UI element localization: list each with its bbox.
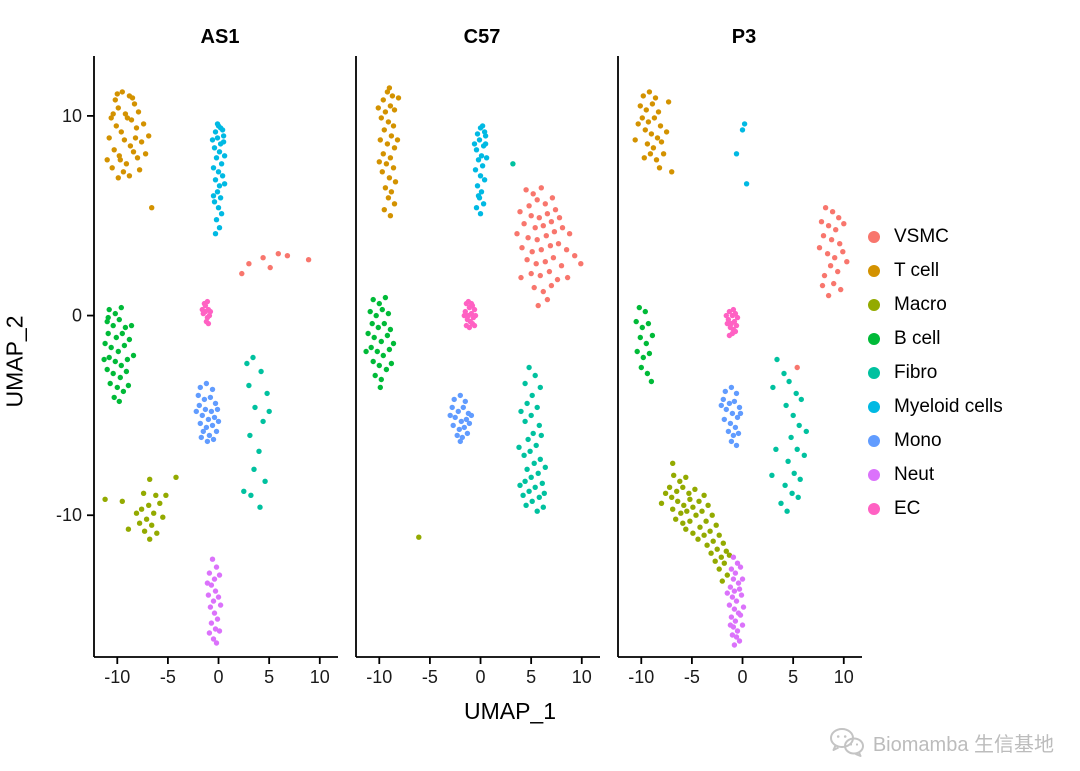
legend-dot: [868, 367, 880, 379]
legend-item-fibro: Fibro: [868, 362, 1003, 384]
series-fibro: [510, 161, 548, 514]
x-tick-label: 5: [788, 667, 798, 687]
legend: VSMC T cell Macro B cell Fibro Myeloid cells M…: [868, 226, 1003, 532]
series-ec: [723, 306, 741, 339]
series-b-cell: [363, 294, 397, 391]
facet-AS1: AS1 -10 -5 0 5 10 10 0 -10: [34, 22, 346, 691]
legend-dot: [868, 435, 880, 447]
y-tick-label: 0: [72, 306, 82, 326]
series-vsmc: [514, 185, 584, 309]
series-neut: [724, 554, 747, 648]
series-myeloid-cells: [209, 121, 228, 237]
y-axis-label: UMAP_2: [1, 314, 28, 408]
series-macro: [102, 474, 179, 542]
facet-title-C57: C57: [463, 26, 501, 48]
legend-item-vsmc: VSMC: [868, 226, 1003, 248]
facet-plot-C57: -10 -5 0 5 10: [355, 56, 600, 687]
watermark: Biomamba 生信基地: [829, 727, 1054, 757]
legend-dot: [868, 333, 880, 345]
legend-dot: [868, 231, 880, 243]
series-myeloid-cells: [733, 121, 750, 187]
legend-label: Macro: [894, 294, 947, 315]
y-axis-label-wrap: UMAP_2: [0, 56, 30, 666]
series-macro: [658, 460, 733, 584]
facet-plot-AS1: -10 -5 0 5 10 10 0 -10: [56, 56, 338, 687]
series-t-cell: [104, 89, 155, 211]
legend-label: Myeloid cells: [894, 396, 1003, 417]
legend-label: B cell: [894, 328, 941, 349]
panels-row: AS1 -10 -5 0 5 10 10 0 -10 C57 -10 -5 0 5 10 P3 -10 -5 0 5 1…: [34, 22, 870, 691]
facet-title-P3: P3: [731, 26, 757, 48]
series-macro: [416, 534, 422, 540]
x-tick-label: 5: [526, 667, 536, 687]
series-vsmc: [239, 251, 312, 277]
series-myeloid-cells: [471, 123, 490, 217]
legend-dot: [868, 503, 880, 515]
legend-label: EC: [894, 498, 921, 519]
series-mono: [718, 384, 744, 449]
legend-label: Fibro: [894, 362, 938, 383]
x-tick-label: 5: [264, 667, 274, 687]
series-t-cell: [632, 89, 675, 175]
legend-item-macro: Macro: [868, 294, 1003, 316]
series-mono: [447, 392, 475, 445]
x-tick-label: -10: [628, 667, 654, 687]
x-tick-label: 0: [738, 667, 748, 687]
series-ec: [461, 298, 479, 331]
legend-label: Neut: [894, 464, 935, 485]
legend-item-b-cell: B cell: [868, 328, 1003, 350]
legend-dot: [868, 469, 880, 481]
facet-C57: C57 -10 -5 0 5 10: [346, 22, 608, 691]
x-tick-label: -5: [422, 667, 438, 687]
series-fibro: [241, 354, 272, 510]
series-b-cell: [633, 304, 656, 385]
series-b-cell: [101, 304, 137, 405]
series-neut: [204, 556, 224, 646]
y-tick-label: 10: [62, 106, 82, 126]
legend-item-neut: Neut: [868, 464, 1003, 486]
legend-item-mono: Mono: [868, 430, 1003, 452]
x-tick-label: 10: [572, 667, 592, 687]
x-tick-label: 10: [310, 667, 330, 687]
legend-dot: [868, 299, 880, 311]
legend-label: T cell: [894, 260, 940, 281]
x-tick-label: -10: [104, 667, 130, 687]
legend-dot: [868, 401, 880, 413]
facet-title-AS1: AS1: [200, 26, 240, 48]
y-tick-label: -10: [56, 505, 82, 525]
x-tick-label: 0: [214, 667, 224, 687]
legend-item-myeloid-cells: Myeloid cells: [868, 396, 1003, 418]
watermark-text: Biomamba 生信基地: [872, 733, 1054, 756]
x-tick-label: 0: [476, 667, 486, 687]
x-axis-label: UMAP_1: [463, 698, 557, 724]
wechat-icon: [829, 728, 864, 757]
x-tick-label: -10: [366, 667, 392, 687]
series-mono: [193, 380, 222, 445]
series-t-cell: [375, 85, 402, 219]
facet-plot-P3: -10 -5 0 5 10: [617, 56, 862, 687]
legend-item-ec: EC: [868, 498, 1003, 520]
x-tick-label: 10: [834, 667, 854, 687]
legend-dot: [868, 265, 880, 277]
series-vsmc: [794, 205, 850, 371]
x-tick-label: -5: [160, 667, 176, 687]
series-fibro: [769, 356, 809, 514]
facet-P3: P3 -10 -5 0 5 10: [608, 22, 870, 691]
legend-item-t-cell: T cell: [868, 260, 1003, 282]
series-ec: [199, 298, 214, 327]
legend-label: VSMC: [894, 226, 949, 247]
x-tick-label: -5: [684, 667, 700, 687]
legend-label: Mono: [894, 430, 942, 451]
